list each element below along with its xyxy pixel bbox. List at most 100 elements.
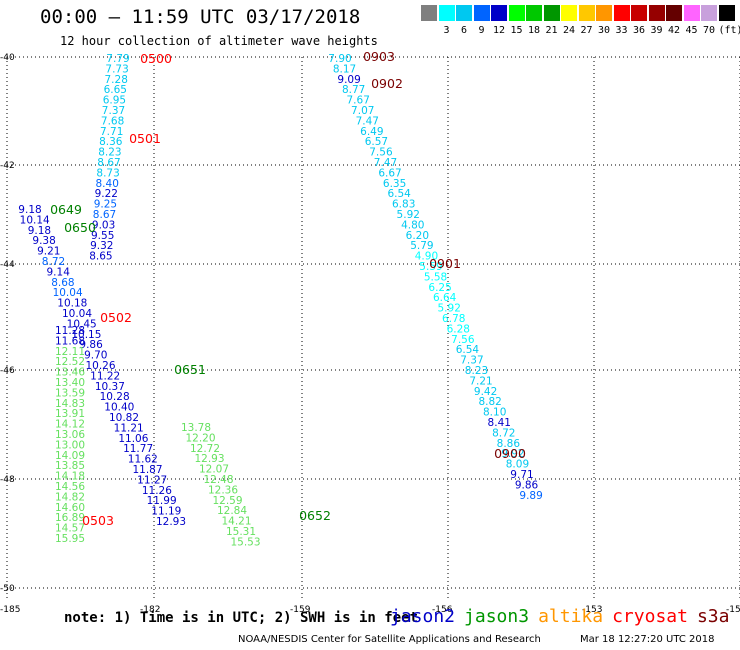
wave-height-value: 7.37 <box>102 105 125 117</box>
lat-tick-label: -42 <box>0 161 15 171</box>
wave-height-value: 8.82 <box>478 396 501 408</box>
wave-height-value: 13.59 <box>55 387 85 399</box>
wave-height-value: 9.38 <box>32 235 55 247</box>
wave-height-value: 14.83 <box>55 398 85 410</box>
pass-time-label: 0650 <box>64 220 96 235</box>
wave-height-value: 9.25 <box>94 199 117 211</box>
wave-height-value: 12.07 <box>199 464 229 476</box>
wave-height-value: 9.03 <box>92 219 115 231</box>
wave-height-value: 15.53 <box>230 536 260 548</box>
wave-height-value: 9.71 <box>510 469 533 481</box>
legend-swatch <box>561 5 577 21</box>
wave-height-value: 10.28 <box>100 391 130 403</box>
legend-swatch <box>631 5 647 21</box>
wave-height-value: 6.49 <box>360 126 383 138</box>
wave-height-value: 14.60 <box>55 502 85 514</box>
wave-height-value: 8.23 <box>465 365 488 377</box>
wave-height-value: 13.85 <box>55 460 85 472</box>
wave-height-value: 9.55 <box>91 230 114 242</box>
wave-height-value: 6.54 <box>456 344 480 356</box>
wave-height-value: 10.14 <box>20 214 50 226</box>
wave-height-value: 8.41 <box>488 417 511 429</box>
wave-height-value: 9.89 <box>519 490 542 502</box>
wave-height-value: 7.67 <box>347 95 370 107</box>
wave-height-value: 9.22 <box>95 188 118 200</box>
wave-height-value: 9.21 <box>37 246 60 258</box>
legend-label: 33 <box>615 25 628 36</box>
wave-height-value: 5.59 <box>419 261 442 273</box>
wave-height-value: 8.77 <box>342 84 365 96</box>
pass-time-label: 0901 <box>429 256 461 271</box>
wave-height-value: 7.47 <box>374 157 397 169</box>
wave-height-value: 7.56 <box>369 147 393 159</box>
legend-label: 70 <box>702 25 716 36</box>
pass-time-label: 0649 <box>50 202 82 217</box>
legend-label: 21 <box>545 25 558 36</box>
legend-label: 18 <box>527 25 541 36</box>
wave-height-value: 7.56 <box>451 334 475 346</box>
legend-swatch <box>613 5 630 21</box>
wave-height-value: 5.92 <box>438 303 461 315</box>
wave-height-value: 12.93 <box>156 516 186 528</box>
wave-height-value: 11.06 <box>118 433 148 445</box>
satellite-jason3: jason3 <box>464 606 530 627</box>
legend-swatch <box>543 5 560 21</box>
lon-tick-label: -182 <box>140 605 160 615</box>
wave-height-value: 11.99 <box>147 495 177 507</box>
pass-time-label: 0500 <box>140 51 172 66</box>
wave-height-value: 11.22 <box>90 370 120 382</box>
wave-height-value: 8.73 <box>96 167 119 179</box>
wave-height-value: 6.67 <box>378 167 401 179</box>
wave-height-value: 7.79 <box>106 53 129 65</box>
wave-height-value: 8.72 <box>42 256 65 268</box>
wave-height-value: 12.11 <box>55 346 85 358</box>
pass-time-label: 0501 <box>129 131 161 146</box>
pass-time-label: 0652 <box>299 508 331 523</box>
pass-time-label: 0502 <box>100 310 132 325</box>
legend-swatch <box>683 5 700 21</box>
legend-label: 30 <box>597 25 611 36</box>
wave-height-value: 10.37 <box>95 381 125 393</box>
legend-swatch <box>578 5 595 21</box>
legend-swatch <box>718 5 735 21</box>
legend-swatch <box>666 5 682 21</box>
lon-tick-label: -150 <box>726 605 740 615</box>
wave-height-value: 6.57 <box>365 136 388 148</box>
legend-label: 15 <box>510 25 523 36</box>
wave-height-value: 6.54 <box>387 188 411 200</box>
wave-height-value: 6.35 <box>383 178 406 190</box>
legend-label: 24 <box>562 25 576 36</box>
track-b: 9.1810.149.189.389.218.729.148.6810.0410… <box>18 204 186 528</box>
wave-height-value: 11.77 <box>123 443 153 455</box>
wave-height-value: 11.68 <box>55 335 85 347</box>
map-grid <box>6 56 740 600</box>
wave-height-value: 9.18 <box>28 225 51 237</box>
altimeter-tracks: 7.797.737.286.656.957.377.687.718.368.23… <box>18 53 542 548</box>
wave-height-value: 10.04 <box>62 308 92 320</box>
wave-height-value: 11.26 <box>142 485 172 497</box>
wave-height-value: 9.09 <box>337 74 360 86</box>
wave-height-value: 4.80 <box>401 219 424 231</box>
wave-height-value: 8.86 <box>497 438 521 450</box>
track-a: 7.797.737.286.656.957.377.687.718.368.23… <box>89 53 129 263</box>
lat-tick-label: -50 <box>0 584 15 594</box>
wave-height-value: 11.87 <box>132 464 162 476</box>
wave-height-value: 5.79 <box>410 240 433 252</box>
wave-height-value: 8.72 <box>492 427 515 439</box>
wave-height-value: 10.82 <box>109 412 139 424</box>
legend-label: 6 <box>460 25 468 36</box>
wave-height-value: 11.62 <box>128 454 158 466</box>
pass-time-label: 0902 <box>371 76 403 91</box>
wave-height-value: 14.82 <box>55 491 85 503</box>
legend-label: 39 <box>650 25 663 36</box>
wave-height-value: 9.32 <box>90 240 113 252</box>
wave-height-value: 10.04 <box>53 287 83 299</box>
wave-height-value: 6.20 <box>406 230 429 242</box>
wave-height-value: 5.92 <box>397 209 420 221</box>
wave-height-value: 9.42 <box>474 386 497 398</box>
wave-height-value: 11.27 <box>137 474 167 486</box>
legend-swatch <box>491 5 507 21</box>
wave-height-value: 6.28 <box>447 323 470 335</box>
credit-line: NOAA/NESDIS Center for Satellite Applica… <box>238 634 541 645</box>
